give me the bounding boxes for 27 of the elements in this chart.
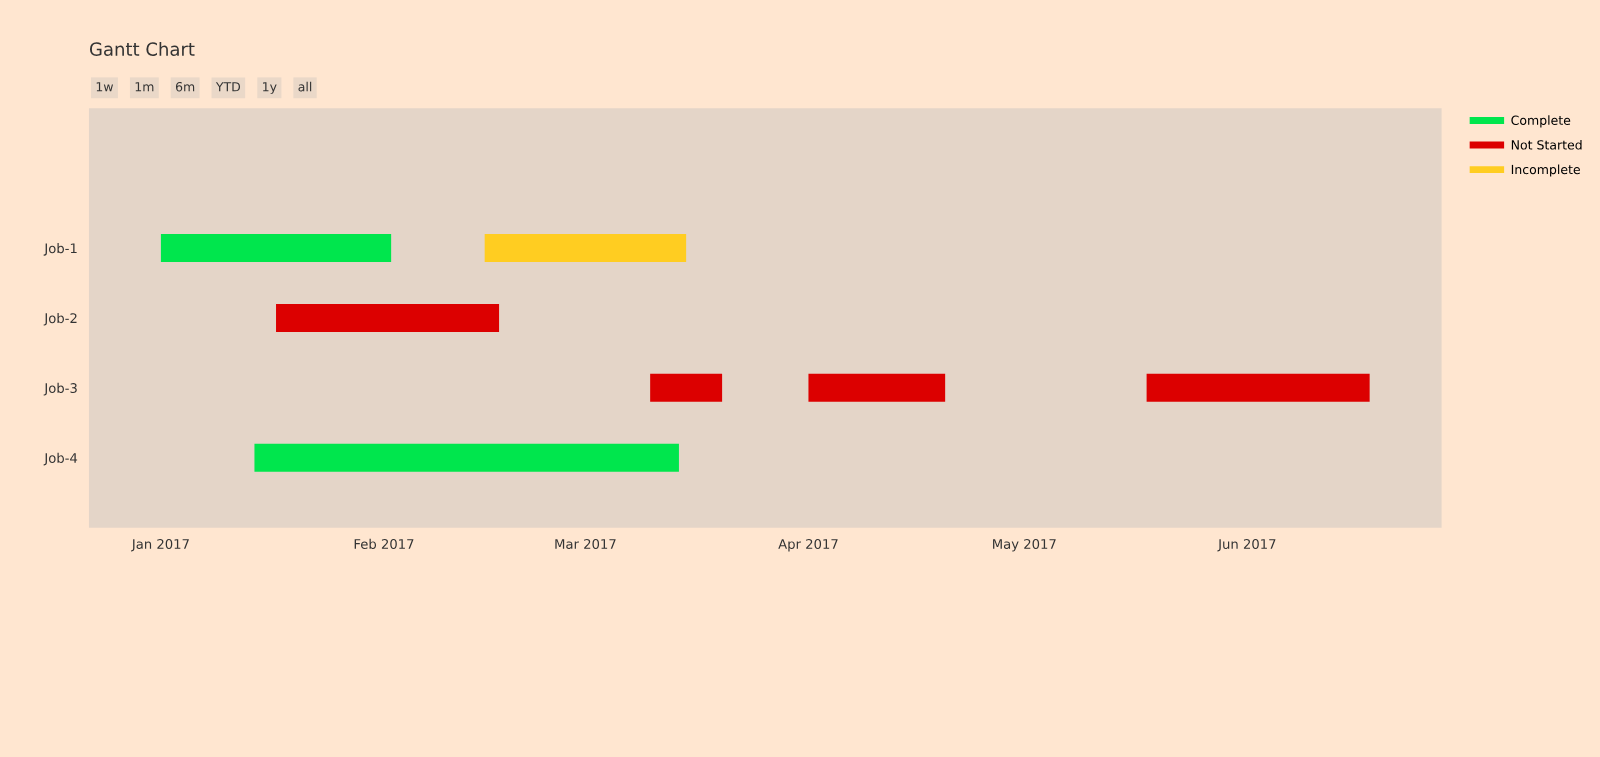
chart-title: Gantt Chart: [89, 41, 195, 56]
y-tick-label: Job-3: [43, 382, 77, 396]
legend-label: Complete: [1511, 115, 1571, 128]
x-tick-label: Apr 2017: [778, 538, 838, 552]
text: YTD: [215, 82, 241, 92]
bar: [276, 303, 500, 332]
text: 1w: [96, 82, 114, 92]
y-tick-label: Job-1: [43, 243, 77, 256]
bar: [650, 373, 723, 402]
bar: [254, 443, 679, 472]
bar: [484, 234, 687, 263]
bar: [808, 373, 946, 402]
bar: [160, 234, 392, 263]
text: all: [298, 81, 312, 92]
text: 1m: [135, 82, 154, 92]
y-tick-label: Job-2: [43, 312, 77, 326]
x-tick-label: May 2017: [993, 538, 1056, 552]
legend-label: Incomplete: [1511, 164, 1580, 177]
x-tick-label: Mar 2017: [555, 538, 616, 549]
bar: [1146, 373, 1370, 402]
y-tick-label: Job-4: [43, 452, 78, 466]
x-tick-label: Jun 2017: [1217, 538, 1276, 552]
legend-label: Not Started: [1511, 139, 1582, 150]
text: 6m: [175, 81, 195, 92]
text: 1y: [263, 82, 277, 94]
x-tick-label: Jan 2017: [131, 538, 189, 552]
x-tick-label: Feb 2017: [354, 538, 414, 549]
